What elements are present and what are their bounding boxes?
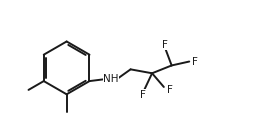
Text: NH: NH bbox=[103, 74, 119, 84]
Text: F: F bbox=[162, 40, 168, 50]
Text: F: F bbox=[140, 90, 146, 100]
Text: F: F bbox=[192, 57, 198, 67]
Text: F: F bbox=[167, 85, 173, 95]
